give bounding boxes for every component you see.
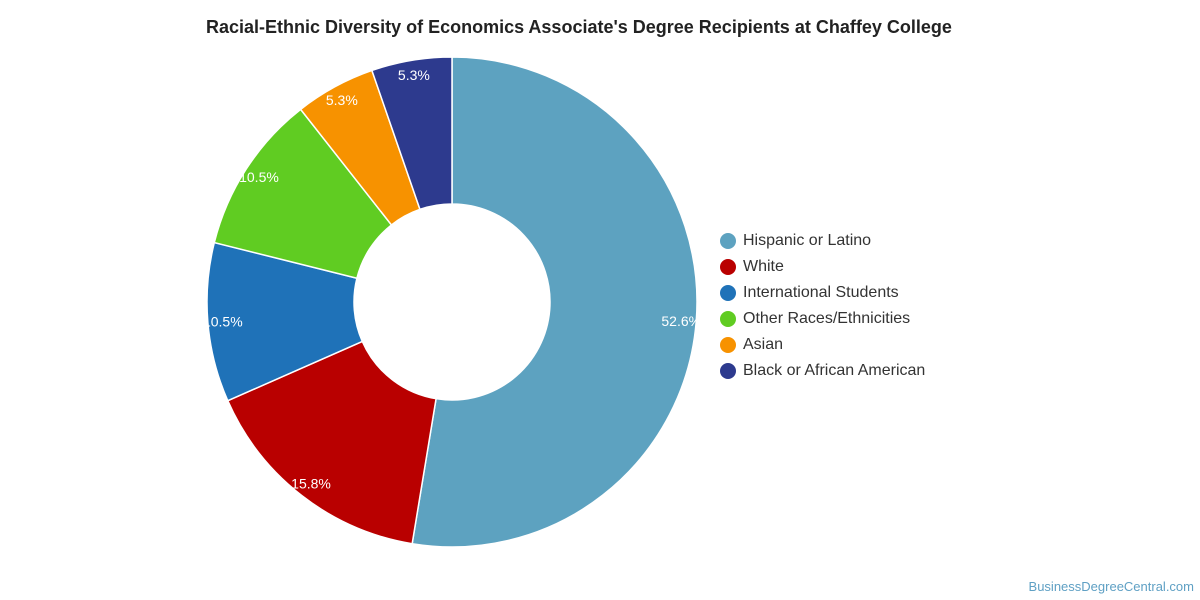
pie-slice-2 (206, 241, 364, 402)
slice-data-label: 15.8% (291, 476, 331, 492)
legend-swatch (720, 363, 736, 379)
legend-label: Hispanic or Latino (743, 232, 872, 249)
chart-legend: Hispanic or Latino White International Stu… (720, 228, 925, 384)
legend-swatch (720, 311, 736, 327)
slice-data-label: 10.5% (239, 169, 279, 185)
legend-item: Asian (720, 332, 925, 358)
pie-slice-1 (226, 340, 437, 545)
legend-item: Black or African American (720, 358, 925, 384)
chart-title: Racial-Ethnic Diversity of Economics Ass… (206, 17, 952, 37)
pie-slice-3 (213, 108, 393, 280)
legend-item: White (720, 254, 925, 280)
legend-item: International Students (720, 280, 925, 306)
legend-swatch (720, 259, 736, 275)
slice-data-label: 10.5% (203, 313, 243, 329)
legend-label: Black or African American (743, 362, 926, 379)
watermark-text: BusinessDegreeCentral.com (1028, 579, 1194, 594)
legend-label: White (743, 258, 784, 275)
slice-data-label: 5.3% (398, 67, 430, 83)
legend-swatch (720, 233, 736, 249)
legend-swatch (720, 337, 736, 353)
legend-label: International Students (743, 284, 899, 301)
legend-label: Other Races/Ethnicities (743, 310, 911, 327)
legend-item: Other Races/Ethnicities (720, 306, 925, 332)
legend-swatch (720, 285, 736, 301)
legend-item: Hispanic or Latino (720, 228, 925, 254)
pie-slice-0 (411, 56, 698, 548)
slice-data-label: 52.6% (661, 313, 701, 329)
pie-slice-5 (370, 56, 453, 211)
legend-label: Asian (743, 336, 784, 353)
slice-data-label: 5.3% (326, 92, 358, 108)
